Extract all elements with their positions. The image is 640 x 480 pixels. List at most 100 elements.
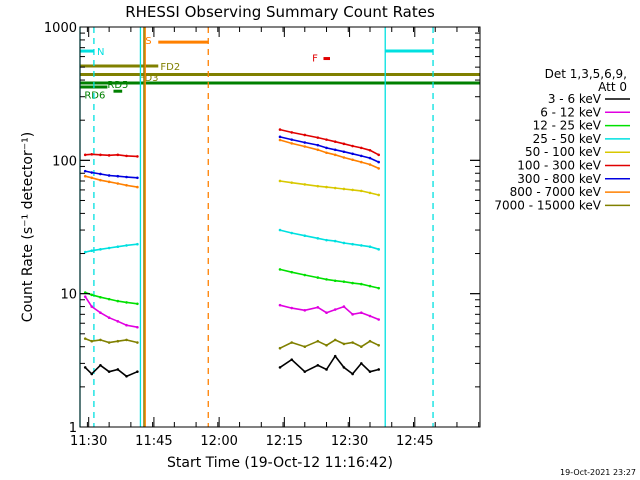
series-7-point (136, 185, 139, 189)
series-2-point (116, 299, 120, 303)
series-6-point (116, 174, 120, 178)
y-axis: 1 10 100 1000 (44, 21, 480, 436)
state-label-s: S (145, 36, 151, 47)
series-7-point (107, 180, 111, 184)
series-2-point (290, 270, 294, 274)
series-3-point (90, 249, 94, 253)
state-label-n: N (97, 47, 104, 58)
series-3-point (368, 245, 372, 249)
series-4-point (360, 189, 363, 193)
series-5-point (107, 154, 111, 157)
series-7-point (377, 167, 380, 170)
series-8-point (303, 345, 307, 349)
series-0-point (316, 364, 320, 367)
series-3-point (351, 242, 354, 246)
series-6-point (377, 160, 380, 164)
series-0-point (377, 368, 380, 371)
series-7-point (325, 151, 328, 155)
series-3-point (107, 246, 111, 250)
series-1-point (351, 313, 354, 316)
series-2-point (377, 286, 380, 290)
series-5-point (90, 152, 94, 156)
series-0-point (303, 370, 307, 373)
series-5-point (99, 153, 102, 157)
state-label-fd3: FD3 (139, 73, 159, 84)
x-tick-label: 12:45 (396, 434, 433, 449)
y-tick-label: 1 (69, 421, 77, 436)
y-tick-label: 100 (52, 154, 77, 169)
series-8-point (83, 337, 87, 340)
series-8-point (107, 341, 111, 344)
series-0-point (290, 358, 294, 361)
series-1-point (107, 316, 111, 320)
series-8-point (368, 339, 372, 343)
series-1-point (303, 309, 307, 312)
series-6-point (90, 171, 94, 174)
series-0-point (368, 370, 372, 373)
series-5-point (351, 144, 354, 148)
series-2-point (351, 281, 354, 285)
series-4-point (316, 184, 320, 188)
series-5-point (333, 140, 337, 143)
series-6-point (136, 176, 139, 180)
series-1-point (316, 306, 320, 309)
series-7-point (368, 163, 372, 166)
series-0-point (116, 368, 120, 371)
series-7-point (83, 174, 87, 178)
series-1-point (83, 295, 87, 298)
x-tick-label: 11:45 (135, 434, 172, 449)
series-6-point (278, 135, 282, 139)
series-7-point (90, 176, 94, 180)
series-5-point (377, 153, 380, 157)
series-1-point (116, 320, 120, 323)
series-0-point (90, 372, 94, 376)
series-0-point (333, 354, 337, 358)
series-5-point (83, 153, 87, 157)
series-8-point (99, 338, 102, 342)
series-6-point (360, 154, 363, 158)
series-8-point (116, 339, 120, 343)
series-8-point (290, 341, 294, 344)
series-8-point (325, 343, 328, 347)
series-1-point (360, 311, 363, 314)
y-axis-label: Count Rate (s⁻¹ detector⁻¹) (20, 132, 36, 322)
series-0-point (360, 362, 363, 365)
series-3-point (83, 250, 87, 254)
series-7-point (125, 183, 128, 187)
series-4-point (377, 193, 380, 197)
series-4-point (351, 188, 354, 192)
legend-label-2: 12 - 25 keV (533, 119, 602, 133)
series-1-point (333, 308, 337, 311)
chart-title: RHESSI Observing Summary Count Rates (125, 3, 435, 21)
series-8-point (278, 346, 282, 350)
series-0-point (278, 366, 282, 369)
series-5-point (290, 131, 294, 134)
plot-frame (79, 26, 481, 428)
series-2-point (90, 293, 94, 297)
legend-label-4: 50 - 100 keV (525, 145, 602, 159)
series-5-point (325, 138, 328, 141)
legend-label-8: 7000 - 15000 keV (494, 198, 601, 212)
legend-header-line-2: Att 0 (598, 80, 627, 94)
series-6-point (290, 138, 294, 141)
series-0-point (325, 368, 328, 371)
series-1-point (368, 314, 372, 318)
series-2-point (325, 278, 328, 281)
series-8-point (316, 339, 320, 343)
series-8-point (90, 339, 94, 343)
series-6-point (368, 156, 372, 160)
series-8-point (125, 338, 128, 342)
series-1-point (125, 323, 128, 327)
series-7-point (351, 158, 354, 162)
series-1-point (290, 306, 294, 310)
x-tick-label: 12:30 (331, 434, 368, 449)
series-8-point (333, 338, 337, 342)
series-3-point (316, 237, 320, 240)
footer-date: 19-Oct-2021 23:27 (560, 468, 636, 477)
series-3-point (290, 231, 294, 235)
series-4-point (290, 181, 294, 184)
x-axis-label: Start Time (19-Oct-12 11:16:42) (167, 455, 393, 471)
series-5-point (136, 155, 139, 158)
series-8-point (377, 343, 380, 347)
